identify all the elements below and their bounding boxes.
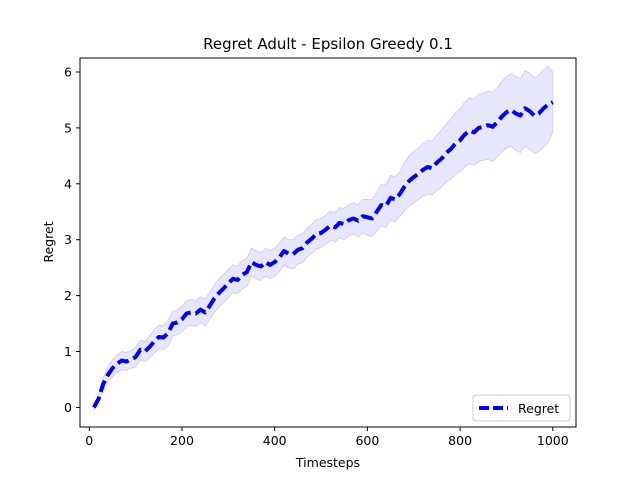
x-axis: 0 200 400 600 800 1000 [85,427,569,448]
x-tick-label: 400 [263,433,287,448]
chart-title: Regret Adult - Epsilon Greedy 0.1 [203,35,453,53]
y-tick-label: 5 [64,120,72,135]
y-axis: 0 1 2 3 4 5 6 [64,64,80,415]
legend-box [472,394,571,422]
x-tick-label: 800 [448,433,472,448]
y-tick-label: 1 [64,344,72,359]
series-line-regret [92,100,554,409]
confidence-band [93,65,554,412]
y-tick-label: 3 [64,232,72,247]
x-tick-label: 0 [85,433,93,448]
plot-frame [79,57,577,428]
plot-area [92,65,554,412]
y-axis-title: Regret [41,221,56,262]
y-tick-label: 4 [64,176,72,191]
legend: Regret [472,394,571,422]
x-tick-label: 200 [170,433,194,448]
x-tick-label: 1000 [537,433,569,448]
x-axis-title: Timesteps [295,455,360,470]
x-tick-label: 600 [355,433,379,448]
y-tick-label: 6 [64,64,72,79]
y-tick-label: 2 [64,288,72,303]
legend-label-regret: Regret [518,401,559,416]
y-tick-label: 0 [64,400,72,415]
